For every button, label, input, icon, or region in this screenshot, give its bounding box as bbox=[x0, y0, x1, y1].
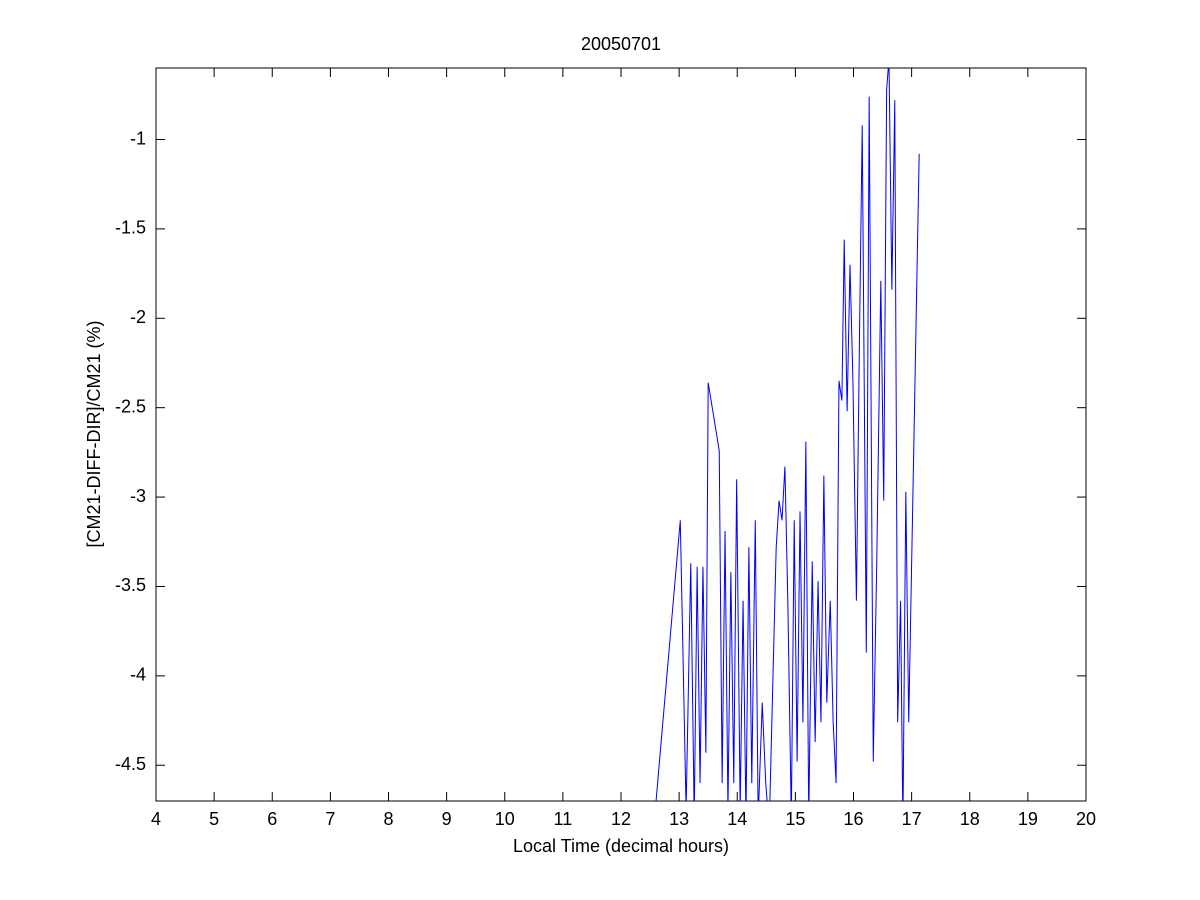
y-tick-label: -1.5 bbox=[115, 218, 146, 238]
plot-lines bbox=[655, 68, 920, 801]
y-tick-label: -3.5 bbox=[115, 575, 146, 595]
data-line bbox=[655, 68, 920, 801]
x-tick-label: 17 bbox=[902, 809, 922, 829]
x-tick-label: 15 bbox=[785, 809, 805, 829]
x-tick-label: 7 bbox=[325, 809, 335, 829]
y-tick-label: -1 bbox=[130, 128, 146, 148]
x-axis-label: Local Time (decimal hours) bbox=[513, 836, 729, 856]
x-tick-label: 5 bbox=[209, 809, 219, 829]
y-tick-label: -3 bbox=[130, 486, 146, 506]
x-tick-label: 9 bbox=[442, 809, 452, 829]
x-tick-label: 12 bbox=[611, 809, 631, 829]
x-tick-label: 10 bbox=[495, 809, 515, 829]
x-tick-label: 11 bbox=[554, 809, 573, 829]
x-tick-label: 20 bbox=[1076, 809, 1096, 829]
x-tick-label: 14 bbox=[727, 809, 747, 829]
y-tick-label: -4 bbox=[130, 665, 146, 685]
y-tick-label: -4.5 bbox=[115, 754, 146, 774]
chart-title: 20050701 bbox=[581, 34, 661, 54]
x-tick-label: 13 bbox=[669, 809, 689, 829]
plot-area bbox=[155, 67, 1087, 802]
y-axis-label: [CM21-DIFF-DIR]/CM21 (%) bbox=[84, 320, 104, 547]
x-tick-label: 18 bbox=[960, 809, 980, 829]
x-tick-label: 4 bbox=[151, 809, 161, 829]
x-tick-label: 6 bbox=[267, 809, 277, 829]
x-tick-label: 16 bbox=[843, 809, 863, 829]
y-tick-label: -2 bbox=[130, 307, 146, 327]
y-tick-label: -2.5 bbox=[115, 396, 146, 416]
x-tick-label: 8 bbox=[383, 809, 393, 829]
x-tick-label: 19 bbox=[1018, 809, 1038, 829]
